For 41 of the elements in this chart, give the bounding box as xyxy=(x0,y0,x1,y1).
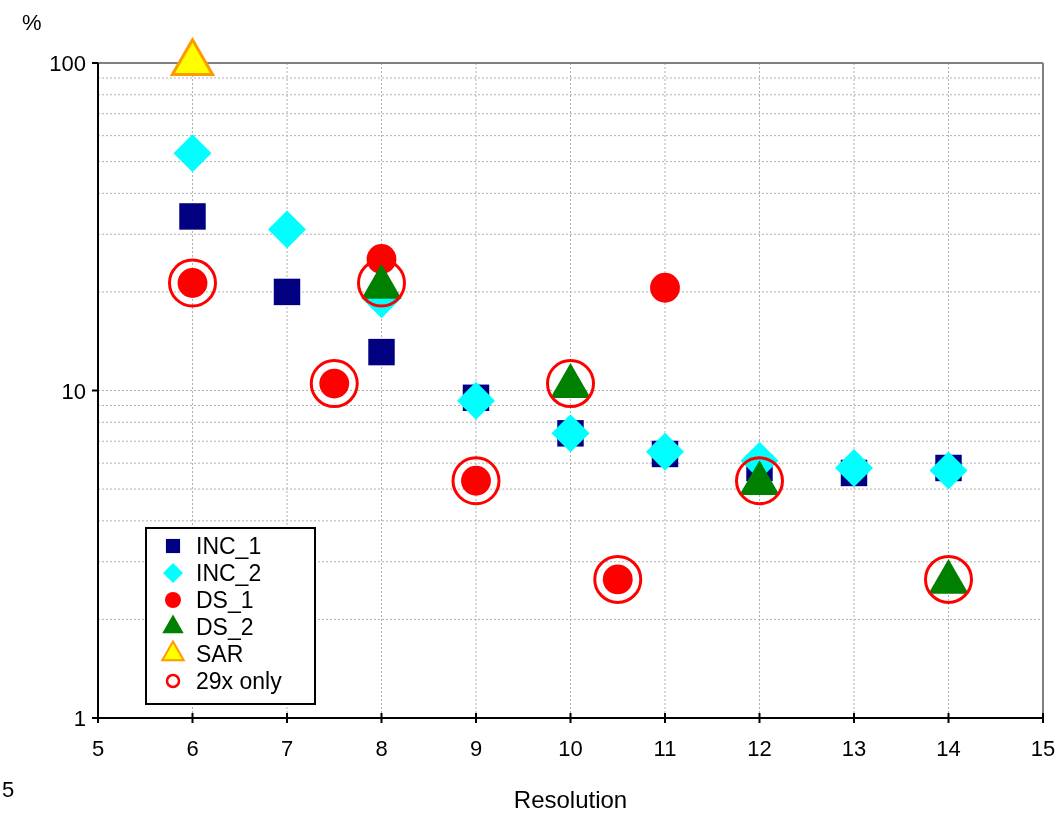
point xyxy=(593,554,643,604)
point xyxy=(735,456,784,506)
point xyxy=(646,432,684,471)
point xyxy=(546,359,595,409)
x-tick-label: 12 xyxy=(747,736,772,761)
x-tick-label: 9 xyxy=(469,736,483,761)
y-tick-label: 100 xyxy=(49,51,86,76)
x-tick-label: 14 xyxy=(936,736,961,761)
point xyxy=(924,554,973,604)
point xyxy=(551,414,590,453)
point xyxy=(173,134,212,173)
point xyxy=(179,203,206,230)
point xyxy=(929,451,968,490)
x-tick-label: 8 xyxy=(375,736,388,761)
legend-label: DS_1 xyxy=(196,587,254,613)
x-tick-label: 15 xyxy=(1030,736,1056,761)
x-axis-title: Resolution xyxy=(513,786,628,813)
y-axis-title: % xyxy=(22,10,42,35)
x-tick-label: 7 xyxy=(280,736,294,761)
x-tick-label: 5 xyxy=(91,736,105,761)
x-tick-label: 13 xyxy=(841,736,867,761)
x-tick-label: 11 xyxy=(653,736,677,761)
point xyxy=(835,448,873,487)
point xyxy=(457,381,495,420)
point xyxy=(309,359,359,409)
legend-label: INC_1 xyxy=(196,533,262,559)
legend-label: INC_2 xyxy=(196,560,262,586)
point xyxy=(368,338,395,366)
x-tick-label: 6 xyxy=(186,736,199,761)
y-tick-label: 1 xyxy=(73,706,86,731)
point xyxy=(650,272,680,303)
point xyxy=(268,210,306,249)
legend-label: 29x only xyxy=(196,668,283,694)
point xyxy=(168,258,217,308)
point xyxy=(451,456,501,506)
legend-label: DS_2 xyxy=(196,614,254,640)
x-tick-label: 10 xyxy=(558,736,583,761)
y-tick-label: 10 xyxy=(61,378,86,404)
point xyxy=(273,278,301,306)
text: 5 xyxy=(2,777,15,802)
legend-label: SAR xyxy=(196,641,244,667)
